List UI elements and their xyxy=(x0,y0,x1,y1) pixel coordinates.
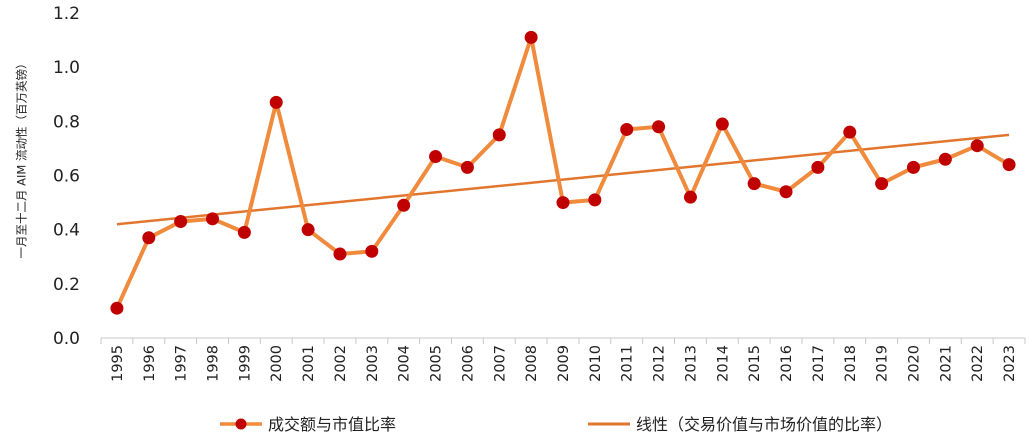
series-line xyxy=(114,35,1012,311)
data-point xyxy=(301,223,315,237)
y-axis-ticks: 0.0 0.2 0.4 0.6 0.8 1.0 1.2 xyxy=(53,4,80,349)
x-tick-label: 2005 xyxy=(429,345,445,382)
x-tick-label: 1999 xyxy=(237,345,253,382)
data-point xyxy=(524,30,538,44)
y-tick-label: 0.4 xyxy=(53,221,80,241)
x-tick-label: 2013 xyxy=(683,345,699,382)
data-point xyxy=(556,196,570,210)
x-tick-label: 1995 xyxy=(110,345,126,382)
x-tick-label: 2020 xyxy=(906,345,922,382)
data-point xyxy=(237,225,251,239)
y-tick-label: 1.2 xyxy=(53,4,80,24)
x-tick-label: 2012 xyxy=(652,345,668,382)
x-tick-label: 2004 xyxy=(397,345,413,382)
data-point xyxy=(206,212,220,226)
x-tick-label: 2002 xyxy=(333,345,349,382)
y-tick-label: 0.2 xyxy=(53,275,80,295)
y-tick-label: 0.8 xyxy=(53,112,80,132)
x-tick-label: 2016 xyxy=(779,345,795,382)
y-tick-label: 0.6 xyxy=(53,167,80,187)
x-tick-label: 1997 xyxy=(174,345,190,382)
x-axis-ticks: 1995 1996 1997 1998 1999 2000 2001 2002 2003 2004… xyxy=(100,338,1026,382)
y-axis-title: 一月至十二月 AIM 流动性（百万英镑） xyxy=(15,58,29,259)
x-tick-label: 1996 xyxy=(142,345,158,382)
data-point xyxy=(683,190,697,204)
data-point xyxy=(1002,158,1016,172)
x-tick-label: 2007 xyxy=(492,345,508,382)
x-tick-label: 2017 xyxy=(811,345,827,382)
data-point xyxy=(652,120,666,134)
data-point xyxy=(811,160,825,174)
legend-label-series: 成交额与市值比率 xyxy=(268,415,396,434)
y-tick-label: 0.0 xyxy=(53,329,80,349)
data-point xyxy=(174,215,188,229)
x-tick-label: 2021 xyxy=(938,345,954,382)
data-point xyxy=(365,244,379,258)
data-point xyxy=(397,198,411,212)
data-point xyxy=(110,301,124,315)
x-tick-label: 2003 xyxy=(365,345,381,382)
legend-label-trendline: 线性（交易价值与市场价值的比率） xyxy=(636,415,892,434)
x-tick-label: 2015 xyxy=(747,345,763,382)
x-tick-label: 2001 xyxy=(301,345,317,382)
legend: 成交额与市值比率 线性（交易价值与市场价值的比率） xyxy=(220,415,892,434)
data-point xyxy=(492,128,506,142)
x-tick-label: 2009 xyxy=(556,345,572,382)
data-point xyxy=(906,160,920,174)
data-point xyxy=(269,95,283,109)
data-point xyxy=(333,247,347,261)
y-tick-label: 1.0 xyxy=(53,58,80,78)
data-point xyxy=(460,160,474,174)
series-layer xyxy=(110,30,1016,315)
x-tick-label: 2019 xyxy=(875,345,891,382)
x-tick-label: 2011 xyxy=(620,345,636,382)
data-point xyxy=(429,150,443,164)
data-point xyxy=(142,231,156,245)
data-point xyxy=(779,185,793,199)
x-tick-label: 2023 xyxy=(1002,345,1018,382)
x-tick-label: 2010 xyxy=(588,345,604,382)
x-tick-label: 2006 xyxy=(460,345,476,382)
x-tick-label: 2000 xyxy=(269,345,285,382)
x-tick-label: 2014 xyxy=(715,345,731,382)
data-point xyxy=(747,177,761,191)
data-point xyxy=(875,177,889,191)
x-tick-label: 2018 xyxy=(843,345,859,382)
y-axis-label: 一月至十二月 AIM 流动性（百万英镑） xyxy=(15,58,29,259)
data-point xyxy=(970,139,984,153)
legend-marker-swatch-series xyxy=(235,418,247,430)
data-point xyxy=(620,122,634,136)
data-point xyxy=(715,117,729,131)
x-tick-label: 2008 xyxy=(524,345,540,382)
data-point xyxy=(938,152,952,166)
x-tick-label: 2022 xyxy=(970,345,986,382)
data-point xyxy=(588,193,602,207)
data-point xyxy=(843,125,857,139)
x-tick-label: 1998 xyxy=(206,345,222,382)
